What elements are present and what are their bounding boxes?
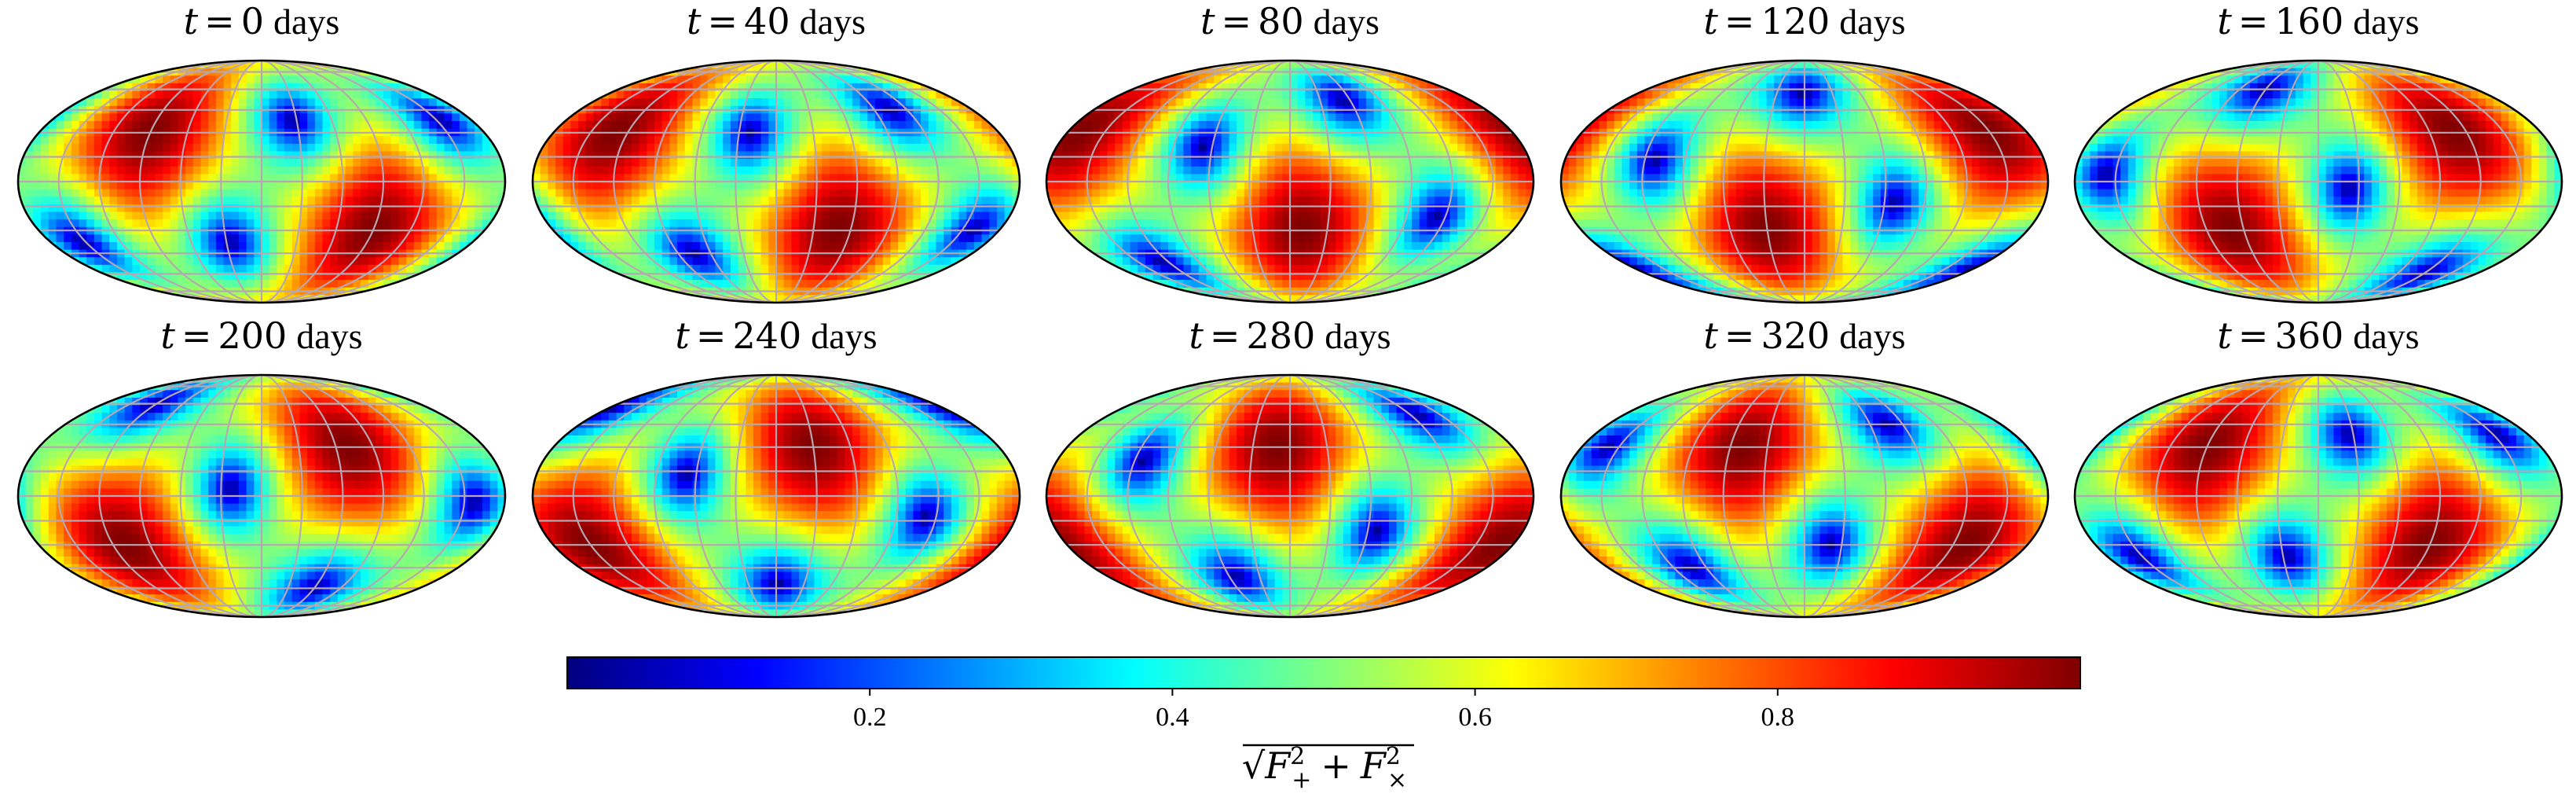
panel-title-eq: = [181, 314, 212, 357]
panel-title-unit: days [1325, 316, 1391, 356]
panel-title-unit: days [1314, 2, 1380, 42]
panel-title-eq: = [1210, 314, 1240, 357]
panel-title-value: 0 [241, 0, 264, 42]
colorbar-tick-label: 0.4 [1156, 703, 1189, 732]
panel-title-eq: = [696, 314, 727, 357]
panel-title-var: t [160, 314, 175, 357]
skymap-panel: t = 120 days [1559, 0, 2050, 304]
skymap-panel: t = 0 days [16, 0, 507, 304]
panel-title: t = 360 days [2217, 314, 2419, 357]
panel-title: t = 0 days [184, 0, 340, 42]
colorbar-label-f1: F [1264, 744, 1292, 787]
panel-title-eq: = [1724, 314, 1755, 357]
skymap-panel: t = 80 days [1045, 0, 1535, 304]
panel-title-value: 280 [1246, 314, 1315, 357]
panel-title-value: 200 [218, 314, 287, 357]
panel-title-var: t [1703, 314, 1718, 357]
panel-title-eq: = [1724, 0, 1755, 42]
skymap-graticule [1046, 61, 1534, 303]
panel-title: t = 120 days [1703, 0, 1905, 42]
panel-title-var: t [1200, 0, 1215, 42]
skymap-panel: t = 360 days [2073, 314, 2563, 619]
panel-title-value: 80 [1258, 0, 1304, 42]
skymap-outline [531, 373, 1021, 619]
skymap-outline [1045, 373, 1535, 619]
skymap-graticule [1046, 375, 1534, 617]
panel-title-value: 320 [1761, 314, 1830, 357]
panel-title-eq: = [2238, 0, 2269, 42]
skymap-graticule [1561, 375, 2048, 617]
panel-title-unit: days [2353, 316, 2419, 356]
panel-title-var: t [2217, 0, 2232, 42]
panel-title-unit: days [1839, 2, 1905, 42]
skymap-graticule [533, 61, 1020, 303]
skymap-graticule [18, 375, 505, 617]
panel-title-var: t [1189, 314, 1204, 357]
panel-title: t = 240 days [675, 314, 877, 357]
panel-title-var: t [184, 0, 199, 42]
colorbar-tick-label: 0.6 [1458, 703, 1492, 732]
colorbar-label-f2: F [1360, 744, 1387, 787]
panel-title-value: 120 [1761, 0, 1830, 42]
skymap-outline [2073, 59, 2563, 304]
skymap-graticule [1561, 61, 2048, 303]
skymap-panel: t = 40 days [531, 0, 1021, 304]
colorbar-label-sup2: 2 [1386, 743, 1401, 770]
skymap-panel: t = 320 days [1559, 314, 2050, 619]
skymap-outline [1559, 373, 2050, 619]
panel-title-var: t [675, 314, 690, 357]
colorbar: 0.2 0.4 0.6 0.8 √F2 + + F2 × [566, 656, 2081, 794]
colorbar-tick-label: 0.2 [853, 703, 887, 732]
panel-title: t = 200 days [160, 314, 362, 357]
panel-title: t = 40 days [687, 0, 866, 42]
panel-title: t = 280 days [1189, 314, 1391, 357]
skymap-panels: t = 0 days t = 40 days t = 80 days t = 120 days t = 160 day… [16, 0, 2563, 619]
colorbar-label-plus: + [1321, 744, 1351, 787]
colorbar-label-sup1: 2 [1290, 743, 1305, 770]
colorbar-label-sqrt: √ [1242, 744, 1266, 787]
panel-title: t = 320 days [1703, 314, 1905, 357]
panel-title-unit: days [296, 316, 362, 356]
panel-title-eq: = [204, 0, 235, 42]
skymap-heatmap [533, 375, 1020, 617]
panel-title-value: 160 [2274, 0, 2343, 42]
colorbar-gradient [566, 656, 2081, 689]
panel-title-unit: days [1839, 316, 1905, 356]
skymap-panel: t = 200 days [16, 314, 507, 619]
colorbar-label-sub-plus: + [1292, 766, 1311, 794]
skymap-graticule [2075, 375, 2562, 617]
colorbar-tick-label: 0.8 [1761, 703, 1795, 732]
colorbar-label: √F2 + + F2 × [1242, 743, 1407, 794]
panel-title-eq: = [2238, 314, 2269, 357]
panel-title-var: t [687, 0, 702, 42]
panel-title-unit: days [800, 2, 866, 42]
skymap-outline [1559, 59, 2050, 304]
skymap-graticule [18, 61, 505, 303]
panel-title-unit: days [811, 316, 877, 356]
panel-title-eq: = [708, 0, 738, 42]
skymap-panel: t = 160 days [2073, 0, 2563, 304]
skymap-outline [531, 59, 1021, 304]
skymap-graticule [533, 375, 1020, 617]
panel-title-unit: days [273, 2, 339, 42]
panel-title-value: 360 [2274, 314, 2343, 357]
panel-title-unit: days [2353, 2, 2419, 42]
skymap-outline [1045, 59, 1535, 304]
skymap-outline [2073, 373, 2563, 619]
panel-title-var: t [2217, 314, 2232, 357]
panel-title-eq: = [1222, 0, 1252, 42]
panel-title: t = 160 days [2217, 0, 2419, 42]
skymap-outline [16, 59, 507, 304]
skymap-graticule [2075, 61, 2562, 303]
skymap-outline [16, 373, 507, 619]
panel-title-value: 240 [732, 314, 801, 357]
colorbar-ticks: 0.2 0.4 0.6 0.8 [853, 689, 1794, 732]
colorbar-label-sub-cross: × [1387, 766, 1407, 794]
panel-title-value: 40 [744, 0, 790, 42]
panel-title-var: t [1703, 0, 1718, 42]
panel-title: t = 80 days [1200, 0, 1380, 42]
skymap-panel: t = 280 days [1045, 314, 1535, 619]
skymap-panel: t = 240 days [531, 314, 1021, 619]
